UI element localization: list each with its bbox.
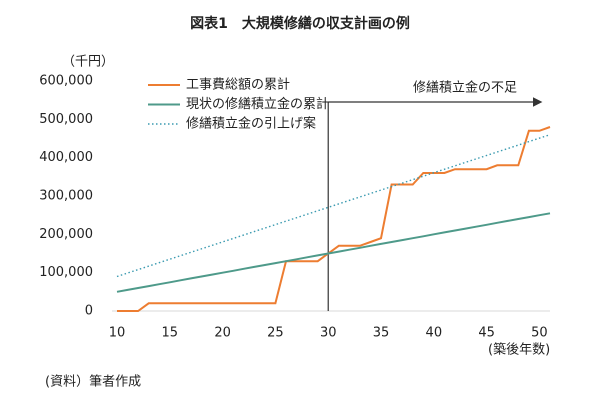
x-tick-label: 35: [373, 326, 390, 341]
y-tick-label: 200,000: [39, 227, 93, 242]
x-tick-label: 50: [531, 326, 548, 341]
legend-label: 工事費総額の累計: [186, 77, 290, 93]
x-tick-label: 40: [426, 326, 443, 341]
x-axis-label: (築後年数): [488, 343, 550, 358]
x-tick-label: 30: [320, 326, 337, 341]
series-line: [116, 134, 551, 278]
x-tick-label: 10: [109, 326, 126, 341]
annotation-text: 修繕積立金の不足: [413, 80, 517, 96]
y-tick-label: 500,000: [39, 112, 93, 127]
y-tick-label: 300,000: [39, 189, 93, 204]
legend-label: 現状の修繕積立金の累計: [186, 96, 329, 112]
y-tick-label: 600,000: [39, 74, 93, 89]
y-tick-label: 100,000: [39, 265, 93, 280]
y-axis-label: （千円）: [62, 55, 114, 70]
x-tick-label: 45: [478, 326, 495, 341]
series-line: [116, 212, 551, 293]
x-tick-label: 15: [162, 326, 179, 341]
legend-label: 修繕積立金の引上げ案: [186, 116, 316, 132]
y-tick-label: 0: [85, 304, 93, 319]
series-line: [117, 126, 551, 312]
x-tick-label: 25: [267, 326, 284, 341]
x-tick-label: 20: [214, 326, 231, 341]
chart-title: 図表1 大規模修繕の収支計画の例: [190, 15, 410, 32]
source: (資料）筆者作成: [45, 375, 141, 390]
y-tick-label: 400,000: [39, 150, 93, 165]
